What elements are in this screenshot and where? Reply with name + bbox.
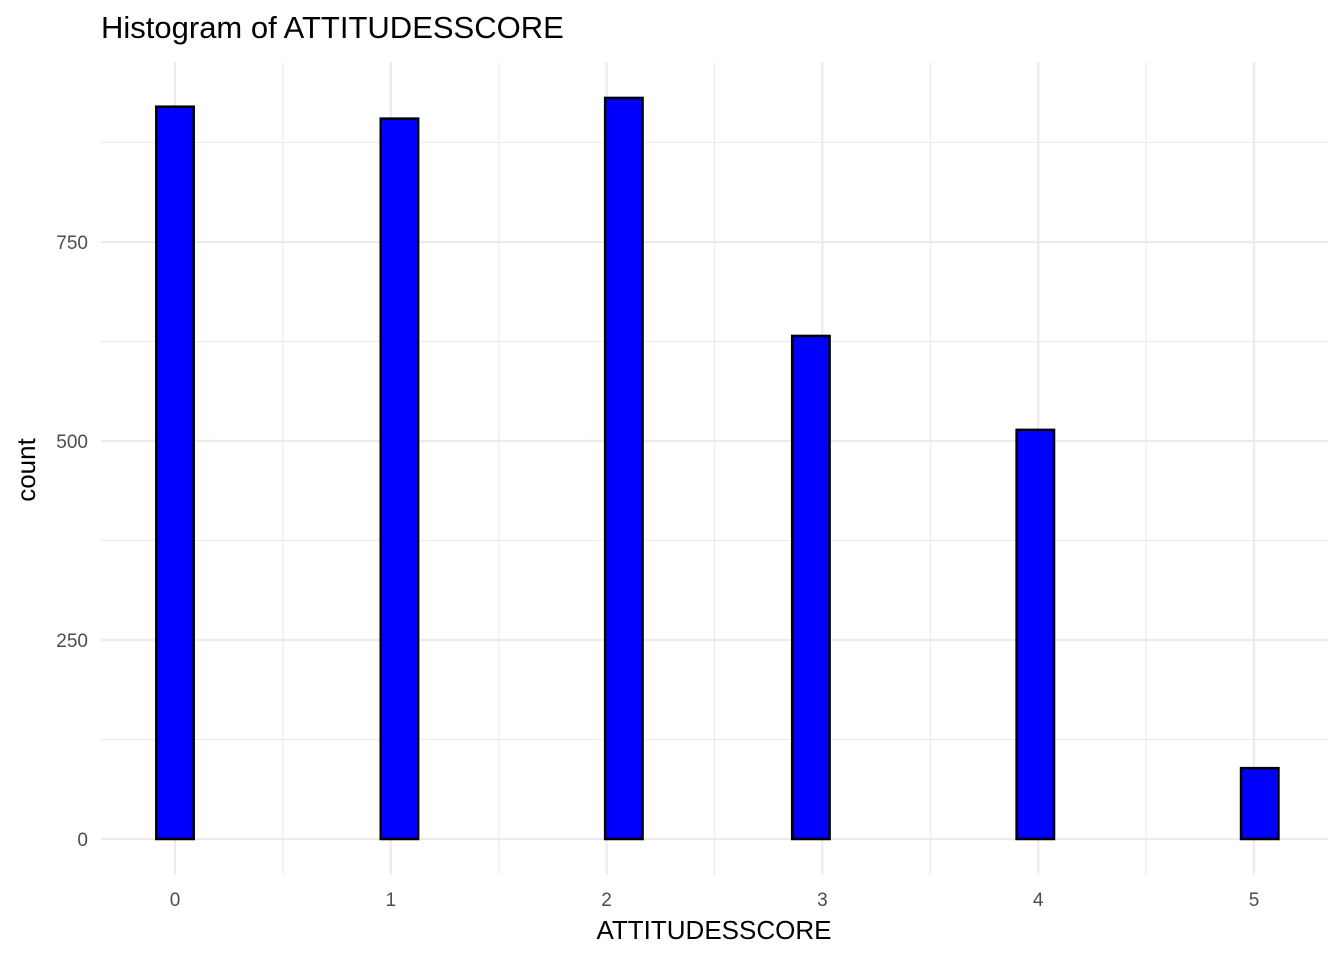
x-tick-label: 4 bbox=[1033, 890, 1044, 911]
x-tick-label: 2 bbox=[601, 890, 612, 911]
y-tick-label: 750 bbox=[56, 233, 88, 254]
x-tick-label: 1 bbox=[386, 890, 397, 911]
histogram-bar bbox=[790, 334, 831, 841]
histogram-bar bbox=[379, 117, 420, 841]
axis-tick-labels: 0 1 2 3 4 5 0 250 500 750 bbox=[56, 233, 1259, 911]
histogram-bar bbox=[603, 96, 644, 841]
y-tick-label: 250 bbox=[56, 631, 88, 652]
y-tick-label: 500 bbox=[56, 432, 88, 453]
grid-lines bbox=[101, 62, 1328, 875]
histogram-bar bbox=[1015, 428, 1056, 841]
histogram-bar bbox=[155, 105, 195, 841]
x-axis-title: ATTITUDESSCORE bbox=[597, 915, 832, 945]
histogram-bars bbox=[155, 96, 1280, 841]
x-tick-label: 0 bbox=[170, 890, 181, 911]
x-tick-label: 3 bbox=[817, 890, 828, 911]
y-tick-label: 0 bbox=[77, 830, 88, 851]
chart-title: Histogram of ATTITUDESSCORE bbox=[101, 10, 564, 45]
y-axis-title: count bbox=[11, 437, 41, 501]
x-tick-label: 5 bbox=[1249, 890, 1260, 911]
histogram-bar bbox=[1239, 766, 1280, 841]
